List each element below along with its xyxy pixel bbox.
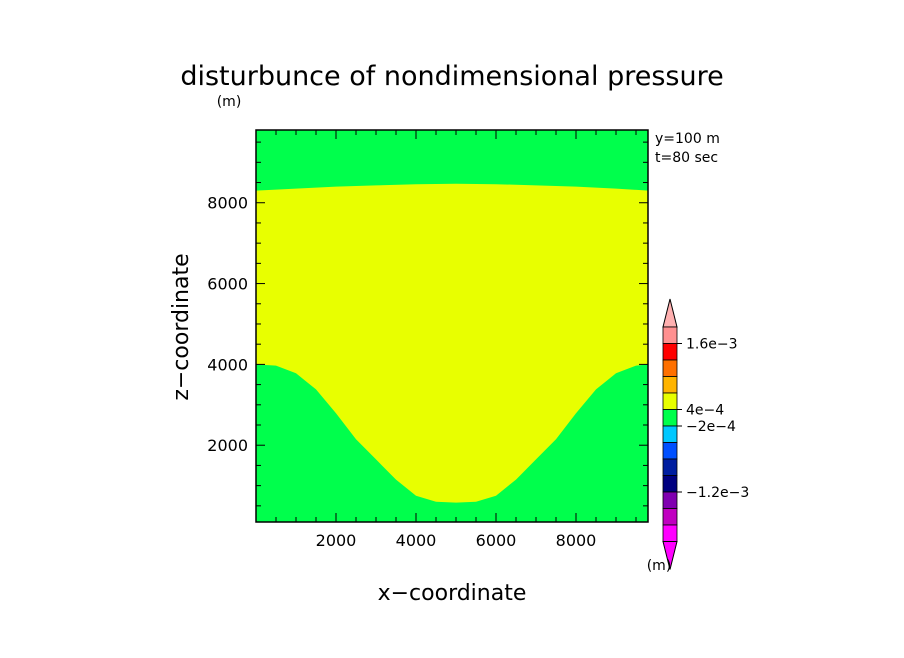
annotation-y: y=100 m [655, 131, 720, 147]
colorbar-segment [662, 392, 678, 410]
x-tick-label: 8000 [556, 531, 597, 550]
colorbar-tick-label: −2e−4 [686, 419, 736, 435]
colorbar-tick-label: −1.2e−3 [686, 485, 749, 501]
colorbar-segment [662, 326, 678, 344]
plot-area [255, 129, 649, 523]
y-axis: 2000 4000 6000 8000 [207, 141, 648, 507]
colorbar-segment [662, 343, 678, 361]
z-unit-label: (m) [217, 94, 242, 110]
colorbar-segment [662, 409, 678, 427]
x-axis: 2000 4000 6000 8000 [255, 130, 637, 550]
x-tick-label: 6000 [476, 531, 517, 550]
y-tick-label: 6000 [207, 275, 248, 294]
colorbar: 1.6e−3 4e−4−2e−4 −1.2e−3 [662, 298, 749, 570]
colorbar-segment [662, 475, 678, 493]
colorbar-bottom-arrow [662, 541, 678, 570]
colorbar-segment [662, 524, 678, 542]
colorbar-tick-label: 1.6e−3 [686, 337, 738, 353]
colorbar-segment [662, 491, 678, 509]
colorbar-segment [662, 508, 678, 526]
plot-frame [255, 129, 649, 523]
colorbar-unit-label: (m) [647, 558, 672, 574]
y-tick-label: 8000 [207, 194, 248, 213]
x-tick-label: 2000 [316, 531, 357, 550]
x-axis-label: x−coordinate [378, 581, 527, 606]
contour-region-positive [256, 183, 648, 503]
x-tick-label: 4000 [396, 531, 437, 550]
chart-title: disturbunce of nondimensional pressure [180, 61, 723, 92]
y-axis-label: z−coordinate [169, 253, 194, 400]
annotation-t: t=80 sec [655, 150, 718, 166]
colorbar-tick-label: 4e−4 [686, 403, 724, 419]
colorbar-segment [662, 376, 678, 394]
colorbar-top-arrow [662, 298, 678, 328]
colorbar-segment [662, 359, 678, 377]
y-tick-label: 2000 [207, 436, 248, 455]
colorbar-segment [662, 425, 678, 443]
colorbar-segment [662, 442, 678, 460]
colorbar-segment [662, 458, 678, 476]
y-tick-label: 4000 [207, 355, 248, 374]
